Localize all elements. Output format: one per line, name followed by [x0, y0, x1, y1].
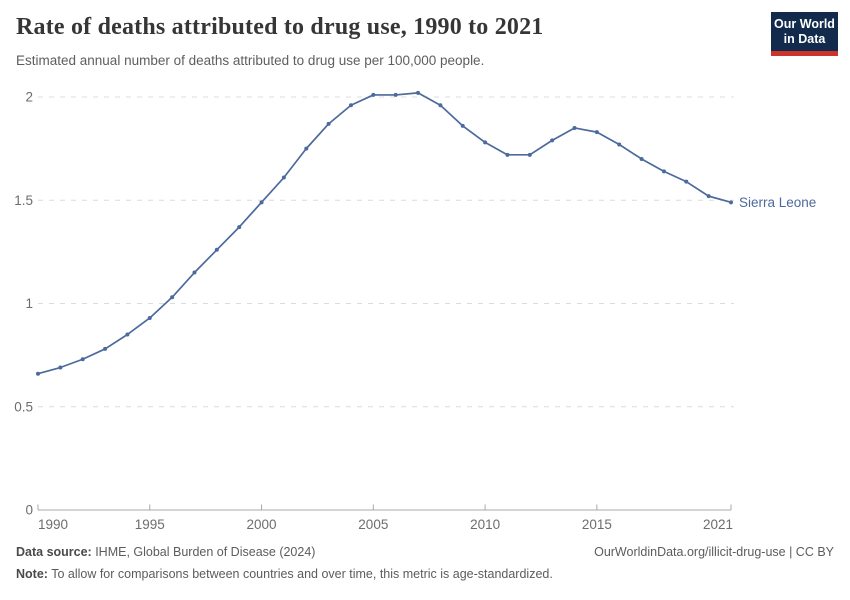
data-point-marker[interactable] [483, 140, 488, 145]
data-point-marker[interactable] [125, 332, 130, 337]
data-point-marker[interactable] [416, 90, 421, 95]
data-point-marker[interactable] [281, 175, 286, 180]
data-point-marker[interactable] [304, 146, 309, 151]
chart-note: Note: To allow for comparisons between c… [16, 567, 834, 581]
data-point-marker[interactable] [371, 92, 376, 97]
y-axis-tick-label: 1 [25, 296, 33, 311]
y-axis-tick-label: 1.5 [14, 193, 33, 208]
owid-logo[interactable]: Our World in Data [771, 12, 838, 56]
data-point-marker[interactable] [36, 371, 40, 376]
series-label-sierra-leone[interactable]: Sierra Leone [739, 195, 816, 210]
x-axis-tick-label: 1995 [135, 517, 165, 532]
data-point-marker[interactable] [237, 225, 242, 230]
x-axis-tick-label: 1990 [38, 517, 68, 532]
owid-logo-line1: Our World [774, 17, 835, 31]
page-title: Rate of deaths attributed to drug use, 1… [16, 14, 544, 40]
trend-line[interactable] [37, 92, 732, 375]
y-axis-tick-label: 2 [25, 90, 33, 105]
data-source: Data source: IHME, Global Burden of Dise… [16, 545, 315, 559]
chart-footer: Data source: IHME, Global Burden of Dise… [16, 545, 834, 559]
data-point-marker[interactable] [661, 169, 666, 174]
data-point-marker[interactable] [326, 121, 331, 126]
owid-logo-line2: in Data [783, 32, 826, 46]
data-point-marker[interactable] [505, 152, 510, 157]
note-label: Note: [16, 567, 48, 581]
data-point-marker[interactable] [170, 295, 175, 300]
data-point-marker[interactable] [639, 156, 644, 161]
data-point-marker[interactable] [58, 365, 63, 370]
data-point-marker[interactable] [80, 357, 85, 362]
data-point-marker[interactable] [572, 125, 577, 130]
x-axis-tick-label: 2010 [470, 517, 500, 532]
note-text: To allow for comparisons between countri… [47, 567, 553, 581]
chart-subtitle: Estimated annual number of deaths attrib… [16, 53, 485, 68]
data-point-marker[interactable] [527, 152, 532, 157]
data-point-marker[interactable] [684, 179, 689, 184]
data-source-label: Data source: [16, 545, 92, 559]
owid-url-link[interactable]: OurWorldinData.org/illicit-drug-use | CC… [594, 545, 834, 559]
data-point-marker[interactable] [617, 142, 622, 147]
x-axis-tick-label: 2021 [703, 517, 733, 532]
data-point-marker[interactable] [259, 200, 264, 205]
data-point-marker[interactable] [550, 138, 555, 143]
data-point-marker[interactable] [729, 200, 733, 205]
data-point-marker[interactable] [192, 270, 197, 275]
data-point-marker[interactable] [438, 103, 443, 108]
data-point-marker[interactable] [594, 130, 599, 135]
data-point-marker[interactable] [147, 315, 152, 320]
data-point-marker[interactable] [393, 92, 398, 97]
x-axis-tick-label: 2000 [247, 517, 277, 532]
data-point-marker[interactable] [348, 103, 353, 108]
x-axis-tick-label: 2015 [582, 517, 612, 532]
data-point-marker[interactable] [214, 247, 219, 252]
data-source-text: IHME, Global Burden of Disease (2024) [91, 545, 316, 559]
y-axis-tick-label: 0 [25, 503, 33, 518]
data-point-marker[interactable] [103, 346, 108, 351]
data-point-marker[interactable] [460, 123, 465, 128]
data-point-marker[interactable] [706, 194, 711, 199]
x-axis-tick-label: 2005 [358, 517, 388, 532]
y-axis-tick-label: 0.5 [14, 399, 33, 414]
